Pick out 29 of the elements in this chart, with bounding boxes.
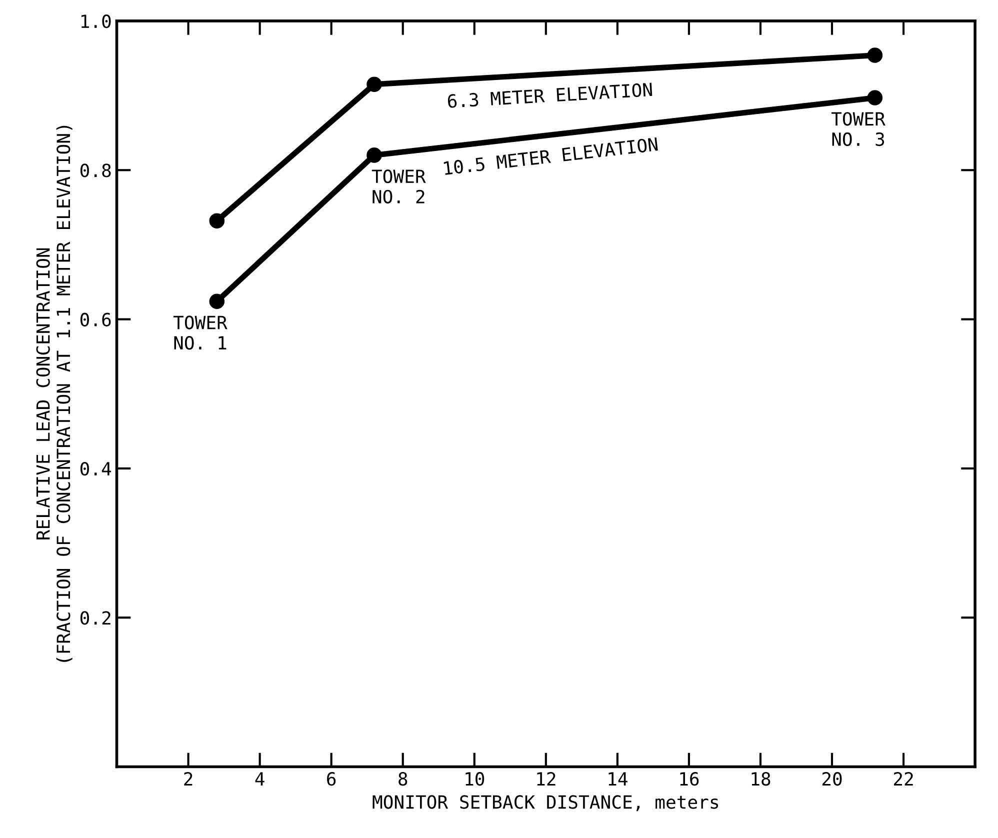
y-axis-title: RELATIVE LEAD CONCENTRATION (FRACTION OF CONCENTRATION AT 1.1 METER ELEVATION) [36, 126, 72, 662]
point [867, 48, 883, 63]
series-label: 6.3 METER ELEVATION [448, 82, 652, 108]
y-tick-label: 1.0 [81, 14, 111, 28]
point [867, 90, 883, 106]
x-tick-label: 6 [327, 772, 336, 786]
x-tick-label: 14 [608, 772, 628, 786]
y-tick-label: 0.2 [80, 611, 110, 625]
annotation: TOWER NO. 1 [173, 316, 228, 350]
point [366, 76, 382, 92]
x-tick-label: 18 [752, 772, 770, 786]
x-tick-label: 20 [822, 772, 842, 786]
x-tick-label: 2 [184, 772, 192, 786]
x-tick-label: 4 [255, 772, 264, 786]
x-tick-label: 8 [398, 772, 408, 786]
x-axis-title: MONITOR SETBACK DISTANCE, meters [372, 795, 718, 812]
x-tick-label: 12 [537, 772, 556, 786]
x-tick-label: 10 [466, 772, 484, 786]
annotation: TOWER NO. 3 [831, 112, 886, 146]
point [366, 148, 382, 163]
y-tick-label: 0.4 [80, 462, 112, 476]
text: 10.5 METER ELEVATION [444, 137, 658, 176]
point [209, 294, 225, 310]
point [209, 213, 225, 228]
annotation: TOWER NO. 2 [372, 170, 426, 204]
x-tick-label: 22 [894, 772, 913, 786]
x-tick-label: 16 [680, 772, 699, 786]
y-tick-label: 0.6 [80, 312, 111, 326]
y-tick-label: 0.8 [80, 164, 111, 178]
